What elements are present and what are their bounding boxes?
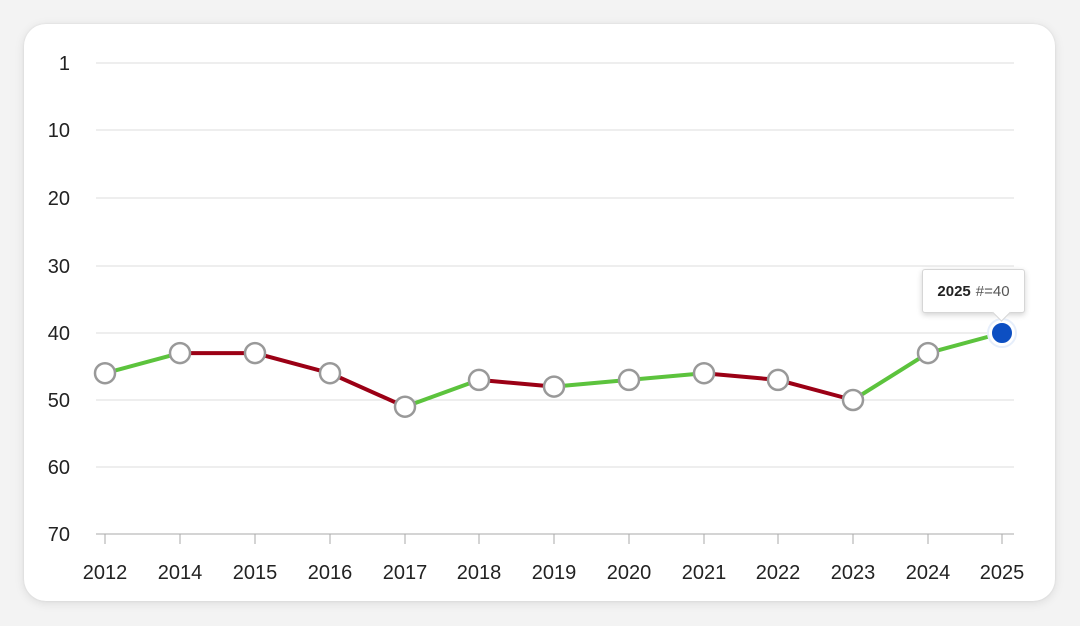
x-tick-label: 2020	[607, 562, 652, 584]
x-tick-label: 2014	[158, 562, 203, 584]
x-axis-tick-labels: 2012 2014 2015 2016 2017 2018 2019 2020 2021 2022…	[83, 562, 1025, 584]
data-point[interactable]	[318, 361, 342, 385]
line-segment	[328, 371, 407, 409]
data-point[interactable]	[467, 368, 491, 392]
line-segment	[477, 377, 556, 389]
data-point[interactable]	[766, 368, 790, 392]
line-segment	[702, 371, 780, 382]
data-point[interactable]	[93, 361, 117, 385]
y-tick-label: 50	[48, 390, 70, 412]
y-tick-label: 70	[48, 524, 70, 546]
y-tick-label: 20	[48, 188, 70, 210]
data-point[interactable]	[841, 388, 865, 412]
x-tick-label: 2021	[682, 562, 727, 584]
x-tick-label: 2017	[383, 562, 428, 584]
chart-card	[24, 24, 1055, 601]
y-tick-label: 40	[48, 323, 70, 345]
data-point[interactable]	[542, 375, 566, 398]
y-tick-label: 60	[48, 457, 70, 479]
series-points[interactable]	[93, 318, 1017, 418]
data-point[interactable]	[692, 361, 716, 385]
y-tick-label: 10	[48, 120, 70, 142]
x-tick-label: 2015	[233, 562, 278, 584]
line-segment	[103, 351, 182, 376]
y-tick-label: 30	[48, 256, 70, 278]
x-tick-label: 2025	[980, 562, 1025, 584]
data-point[interactable]	[243, 341, 267, 365]
line-segment	[253, 351, 332, 376]
line-segment	[403, 377, 481, 409]
x-tick-label: 2024	[906, 562, 951, 584]
line-segment	[552, 377, 631, 389]
series-line	[103, 331, 1004, 409]
x-tick-label: 2018	[457, 562, 502, 584]
point-tooltip: 2025 #=40	[922, 269, 1025, 313]
data-point[interactable]	[617, 368, 641, 392]
x-tick-label: 2016	[308, 562, 353, 584]
data-point-highlighted[interactable]	[990, 321, 1014, 345]
tooltip-value: #=40	[975, 282, 1010, 300]
data-point[interactable]	[393, 395, 417, 418]
tooltip-year: 2025	[937, 282, 971, 300]
line-segment	[851, 351, 930, 402]
grid-lines	[96, 62, 1014, 468]
x-axis	[96, 533, 1014, 544]
x-tick-label: 2023	[831, 562, 876, 584]
data-point[interactable]	[168, 341, 192, 365]
data-point[interactable]	[916, 341, 940, 365]
y-axis-tick-labels: 1 10 20 30 40 50 60 70	[48, 53, 70, 546]
line-segment	[776, 377, 855, 402]
x-tick-label: 2019	[532, 562, 577, 584]
x-tick-label: 2022	[756, 562, 801, 584]
x-tick-label: 2012	[83, 562, 128, 584]
y-tick-label: 1	[59, 53, 70, 75]
line-segment	[627, 371, 706, 382]
